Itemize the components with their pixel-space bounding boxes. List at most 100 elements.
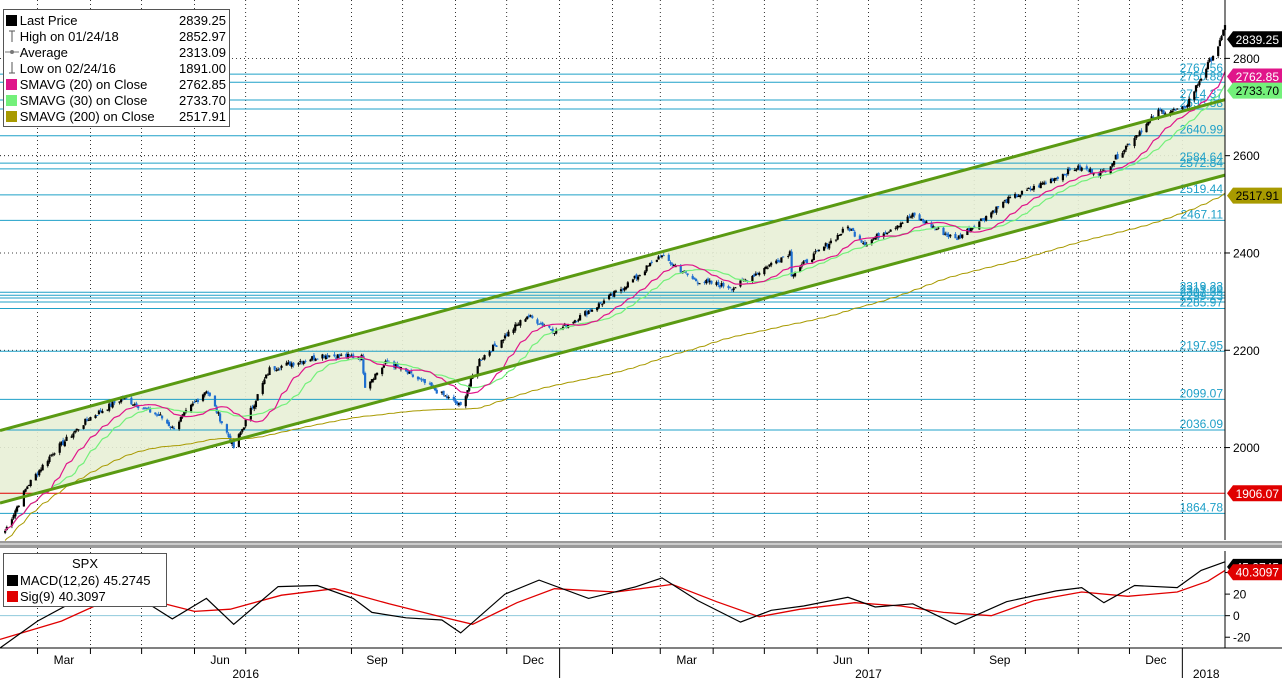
candle-body [1111,163,1114,167]
candle-body [848,227,851,231]
candle-body [406,370,409,374]
candle-body [480,359,483,361]
candle-body [647,265,650,267]
candle-body [611,294,614,296]
candle-body [249,407,252,420]
candle-body [481,358,484,360]
legend-row-low: Low on 02/24/16 1891.00 [4,60,229,76]
candle-body [285,362,288,366]
candle-body [456,401,459,405]
candle-body [155,414,159,416]
candle-body [167,422,171,427]
macd-tag-bg [1227,564,1282,581]
candle-body [99,410,102,413]
candle-body [311,356,314,360]
average-marker-icon [4,48,20,56]
candle-body [693,277,696,280]
price-tag-text: 1906.07 [1236,487,1280,501]
candle-body [46,461,49,466]
candle-body [348,354,351,356]
candle-body [1208,58,1211,62]
candle-body [340,354,343,356]
x-axis-year-label: 2018 [1193,667,1220,680]
candle-body [442,390,445,396]
price-tag-bg [1227,485,1282,502]
candle-body [1005,199,1008,203]
candle-body [911,213,914,217]
candle-body [778,260,781,262]
candle-body [1200,78,1203,81]
candle-body [995,206,998,213]
candle-body [561,326,565,329]
legend-row-last-price: Last Price 2839.25 [4,12,229,28]
candle-body [89,417,92,421]
sma20-swatch-icon [4,78,20,90]
candle-body [993,211,996,213]
candle-body [273,366,276,370]
legend-row-sma20: SMAVG (20) on Close 2762.85 [4,76,229,92]
price-legend: Last Price 2839.25 High on 01/24/18 2852… [3,9,230,127]
candle-body [493,343,496,346]
candle-body [1210,57,1213,62]
legend-label: Last Price [19,12,78,28]
candle-body [1092,173,1095,175]
candle-body [490,351,493,353]
candle-body [816,250,819,252]
sma200-line [4,192,1226,541]
candle-body [1049,179,1053,184]
candle-body [756,272,759,274]
level-label: 2036.09 [1180,417,1224,431]
candle-body [29,479,32,487]
candle-body [58,443,61,453]
candle-body [578,315,582,321]
legend-label: SMAVG (200) on Close [19,108,155,124]
price-tag-text: 2762.85 [1236,70,1280,84]
candle-body [300,362,304,364]
candle-body [251,406,254,408]
candle-body [125,397,128,399]
legend-row-macd: MACD(12,26) 45.2745 [4,572,166,588]
candle-body [645,265,648,272]
candle-body [817,249,821,251]
candle-body [1206,62,1210,70]
candle-body [63,441,66,447]
candle-body [1087,170,1090,172]
candle-body [949,234,952,237]
candle-body [1181,106,1184,110]
candle-body [393,361,396,368]
x-axis-month-label: Jun [833,653,852,667]
candle-body [265,374,268,379]
candle-body [1065,174,1068,176]
candle-body [730,289,734,291]
candle-body [418,378,421,380]
candle-body [82,425,85,429]
candle-body [239,432,242,436]
candle-body [840,234,843,236]
candle-body [292,362,295,366]
candle-body [1027,187,1030,190]
legend-value: 2839.25 [179,12,226,28]
candle-body [261,383,264,394]
level-label: 1864.78 [1180,500,1224,514]
candle-body [585,311,589,315]
candle-body [323,355,326,358]
candle-body [696,282,699,284]
candle-body [420,379,423,381]
candle-body [1128,144,1131,146]
candle-body [457,402,461,406]
candle-body [51,454,54,456]
candle-body [609,293,612,296]
candle-body [599,302,602,304]
candle-body [921,219,925,222]
level-label: 2640.99 [1180,123,1224,137]
candle-body [538,323,541,325]
candle-body [232,439,235,448]
candle-body [242,427,246,430]
candle-body [314,358,317,361]
candle-body [734,287,737,289]
candle-body [244,419,247,427]
candle-body [304,360,307,362]
candle-body [908,216,911,218]
candle-body [792,274,795,277]
candle-body [584,311,587,316]
